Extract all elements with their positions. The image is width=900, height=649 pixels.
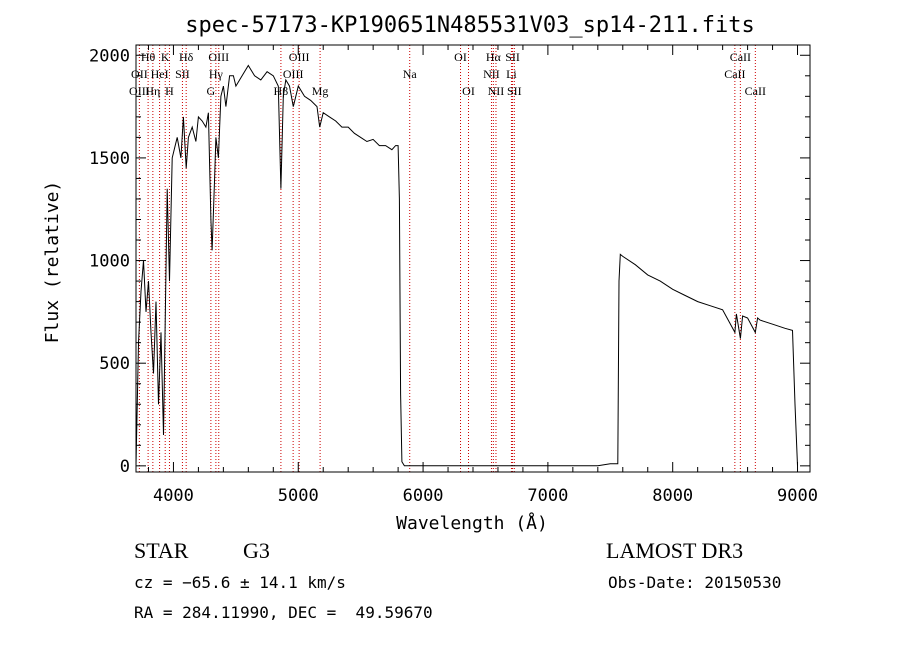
x-tick-label-6000: 6000: [403, 486, 444, 506]
y-tick-label-2000: 2000: [89, 46, 130, 66]
x-axis-label: Wavelength (Å): [396, 512, 548, 534]
y-tick-label-1500: 1500: [89, 149, 130, 169]
survey-name: LAMOST DR3: [606, 538, 744, 563]
line-label-20: SII: [505, 50, 520, 64]
line-label-0: Hθ: [141, 50, 156, 64]
y-tick-label-0: 0: [120, 457, 130, 477]
observation-date: Obs-Date: 20150530: [608, 573, 782, 592]
y-tick-label-1000: 1000: [89, 252, 130, 272]
redshift-velocity: cz = −65.6 ± 14.1 km/s: [134, 573, 346, 592]
coordinates: RA = 284.11990, DEC = 49.59670: [134, 603, 433, 622]
line-label-23: NII: [488, 84, 505, 98]
x-tick-label-8000: 8000: [652, 486, 693, 506]
line-label-1: OII: [131, 67, 148, 81]
line-label-13: OIII: [283, 67, 304, 81]
line-label-22: Li: [506, 67, 517, 81]
line-label-15: Mg: [312, 84, 329, 98]
plot-frame: [135, 44, 811, 473]
y-axis-label: Flux (relative): [42, 181, 63, 344]
line-label-26: CaII: [724, 67, 745, 81]
chart-title: spec-57173-KP190651N485531V03_sp14-211.f…: [185, 13, 755, 38]
line-labels: Hθ OII OIII K HeI Hη H Hδ SII OIII Hγ G OIII OIII Hβ Mg…: [129, 50, 766, 98]
axes: 4000 5000 6000 7000 8000 9000 0 500 1000 1500 2000: [89, 44, 818, 506]
subclass: G3: [243, 538, 270, 563]
line-label-27: CaII: [745, 84, 766, 98]
line-label-4: HeI: [151, 67, 169, 81]
line-label-10: Hγ: [209, 67, 224, 81]
x-tick-label-4000: 4000: [153, 486, 194, 506]
line-label-24: SII: [507, 84, 522, 98]
line-label-16: Na: [403, 67, 418, 81]
line-label-14: Hβ: [274, 84, 289, 98]
x-tick-label-5000: 5000: [278, 486, 319, 506]
line-markers: [138, 45, 756, 472]
line-label-25: CaII: [730, 50, 751, 64]
x-tick-label-7000: 7000: [527, 486, 568, 506]
line-label-9: OIII: [208, 50, 229, 64]
line-label-19: Hα: [486, 50, 502, 64]
line-label-11: G: [207, 84, 216, 98]
spectrum-line: [135, 64, 798, 467]
object-class: STAR: [134, 538, 189, 563]
line-label-21: NII: [483, 67, 500, 81]
line-label-5: Hη: [145, 84, 160, 98]
y-tick-label-500: 500: [99, 354, 130, 374]
line-label-6: H: [165, 84, 174, 98]
line-label-18: OI: [462, 84, 475, 98]
line-label-2: OIII: [129, 84, 150, 98]
line-label-8: SII: [175, 67, 190, 81]
line-label-17: OI: [454, 50, 467, 64]
line-label-12: OIII: [289, 50, 310, 64]
line-label-3: K: [161, 50, 170, 64]
x-tick-label-9000: 9000: [777, 486, 818, 506]
line-label-7: Hδ: [179, 50, 194, 64]
